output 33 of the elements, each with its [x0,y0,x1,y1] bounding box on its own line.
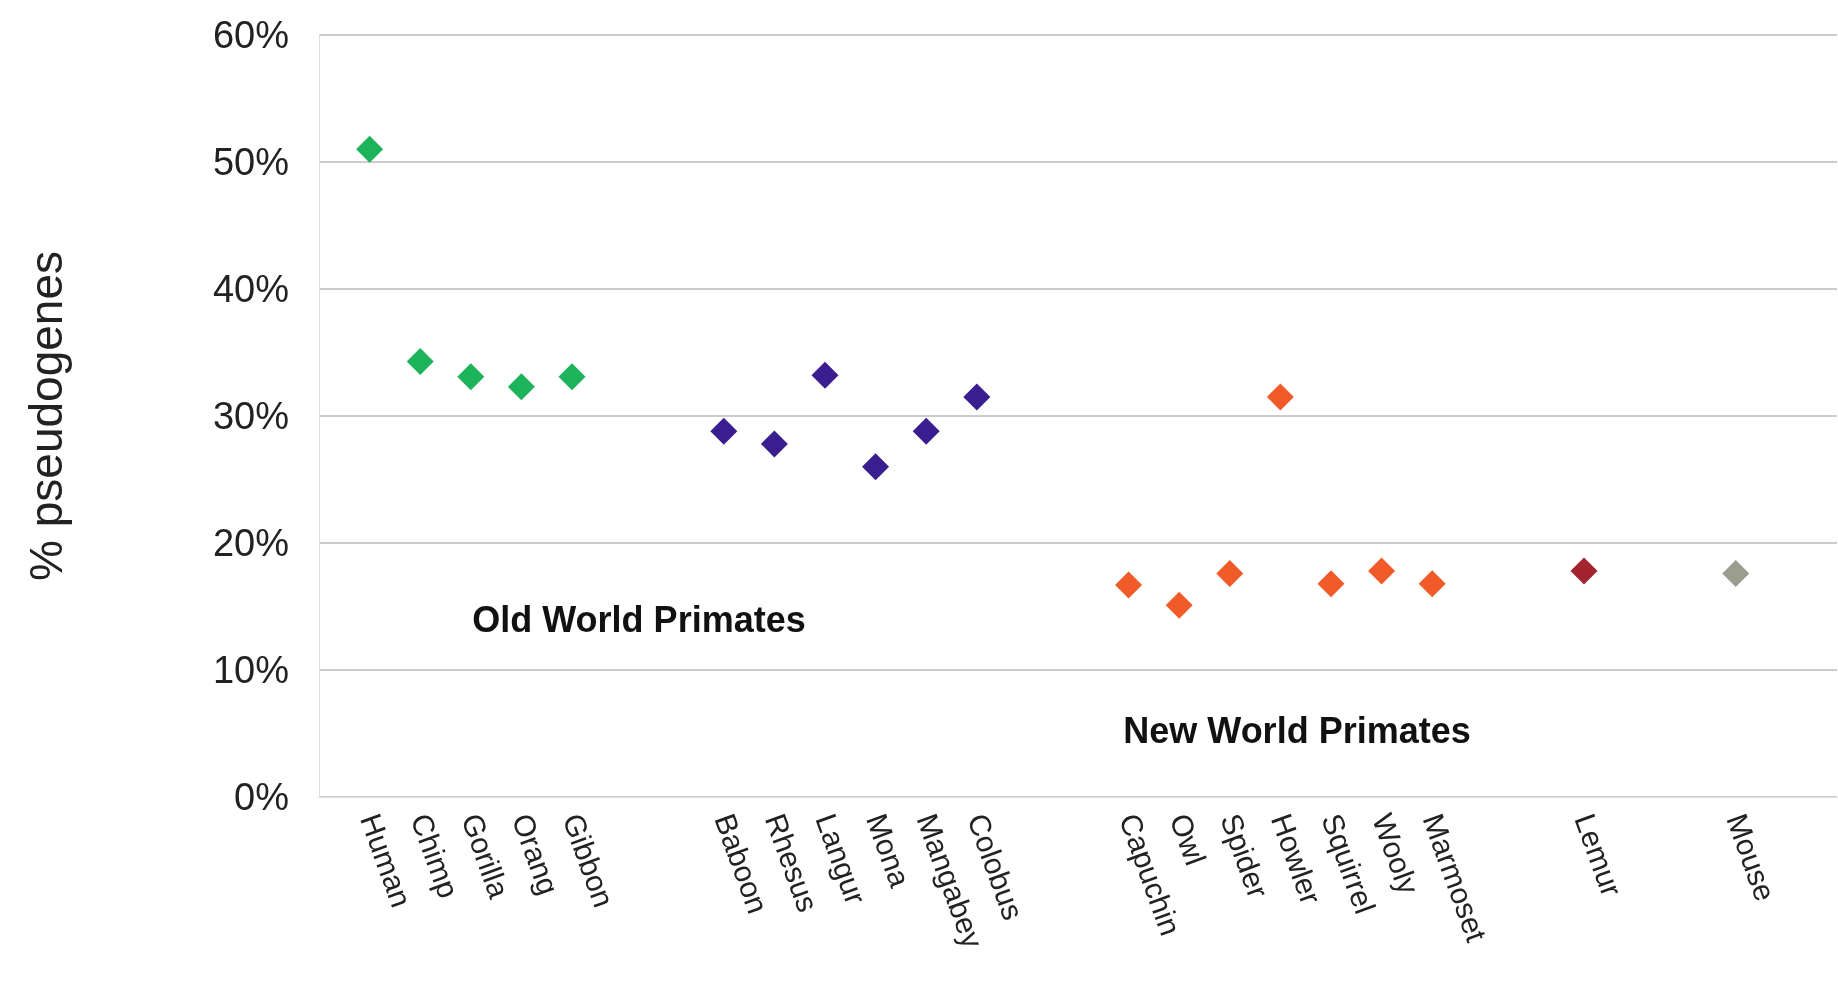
y-tick-label: 0% [234,776,289,818]
y-tick-label: 30% [212,395,289,437]
point [912,417,940,445]
point [1368,557,1396,585]
y-tick-label: 60% [212,14,289,56]
point [406,347,434,375]
point [1317,570,1345,598]
point [1418,570,1446,598]
point [558,363,586,391]
point [710,417,738,445]
y-tick-label: 40% [212,268,289,310]
x-tick-label: Lemur [1568,809,1629,901]
x-tick-label: Mouse [1720,809,1783,906]
point [1216,559,1244,587]
y-tick-label: 50% [212,141,289,183]
point [862,453,890,481]
point [811,361,839,389]
point [457,363,485,391]
y-tick-label: 20% [212,522,289,564]
y-tick-label: 10% [212,649,289,691]
point [1165,591,1193,619]
y-axis-title: % pseudogenes [20,251,72,581]
point [356,135,384,163]
annotation: Old World Primates [472,598,806,640]
point [1570,557,1598,585]
point [1266,383,1294,411]
annotation: New World Primates [1123,709,1471,751]
point [507,373,535,401]
point [1722,559,1750,587]
point [760,430,788,458]
point [1115,571,1143,599]
point [963,383,991,411]
x-tick-label: Mona [860,809,917,892]
